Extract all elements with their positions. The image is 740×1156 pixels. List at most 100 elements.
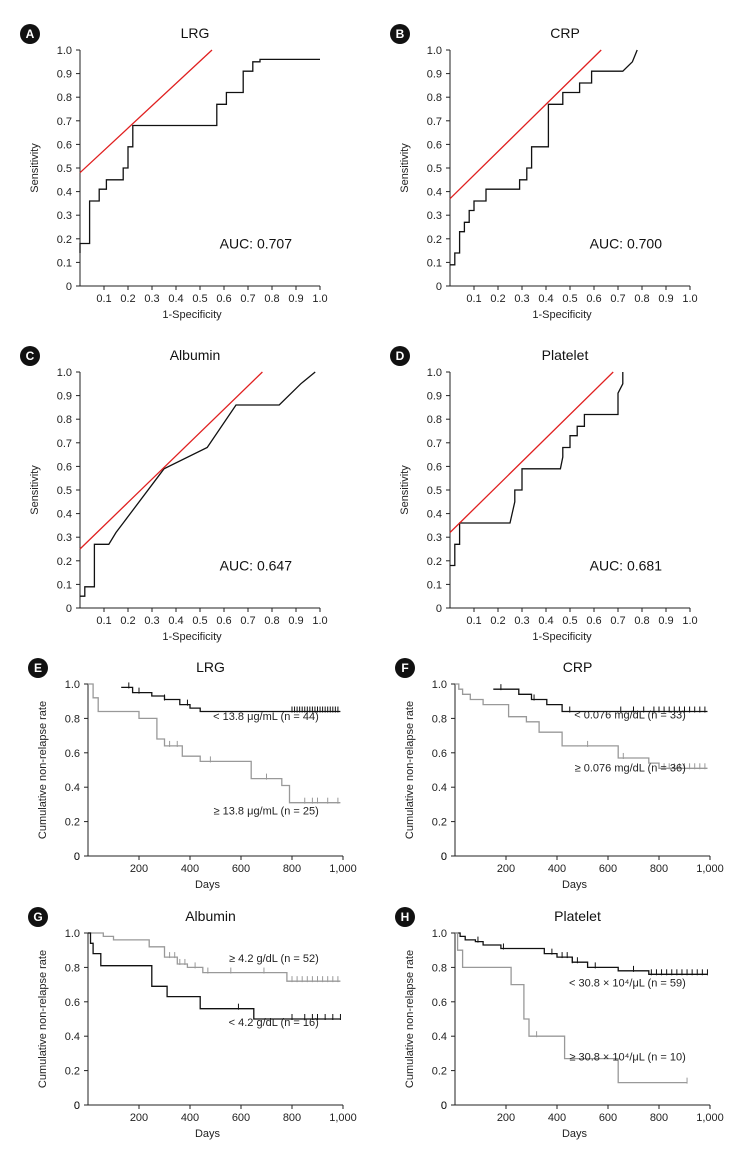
y-tick-label: 0.3 [427,532,442,544]
reference-line [449,49,602,200]
y-tick-label: 0.3 [57,532,72,544]
x-tick-label: 0.8 [264,615,279,627]
auc-annotation: AUC: 0.681 [590,558,663,574]
y-tick-label: 1.0 [427,45,442,57]
group-label: ≥ 13.8 μg/mL (n = 25) [214,806,319,818]
series-line [450,49,638,266]
y-axis-label: Cumulative non-relapse rate [404,701,416,839]
panel-letter: F [401,661,408,675]
y-tick-label: 0.9 [57,69,72,81]
group-label: < 30.8 × 10⁴/μL (n = 59) [569,977,686,989]
panel-title: Platelet [554,908,601,924]
x-tick-label: 0.4 [168,293,183,305]
y-tick-label: 0 [441,1100,447,1112]
series-line [80,371,316,597]
y-tick-label: 0.4 [57,509,72,521]
y-tick-label: 1.0 [427,367,442,379]
y-tick-label: 0.2 [432,817,447,829]
x-axis-label: 1-Specificity [532,309,592,321]
panel-title: CRP [563,659,593,675]
x-axis-label: Days [562,1128,588,1140]
panel-title: LRG [196,659,225,675]
x-axis-label: 1-Specificity [532,631,592,643]
x-tick-label: 400 [548,863,566,875]
x-tick-label: 0.1 [96,293,111,305]
y-tick-label: 0.3 [427,210,442,222]
x-tick-label: 0.5 [562,293,577,305]
x-tick-label: 200 [130,863,148,875]
auc-annotation: AUC: 0.707 [220,236,293,252]
x-tick-label: 400 [548,1112,566,1124]
y-tick-label: 0.8 [65,713,80,725]
x-tick-label: 600 [232,1112,250,1124]
y-tick-label: 0.7 [427,438,442,450]
series-line [493,688,708,713]
y-tick-label: 0 [74,851,80,863]
y-tick-label: 0.5 [57,163,72,175]
x-tick-label: 600 [232,863,250,875]
y-tick-label: 1.0 [57,367,72,379]
y-tick-label: 0.7 [57,116,72,128]
y-tick-label: 0 [74,1100,80,1112]
y-tick-label: 0.8 [427,414,442,426]
y-axis-label: Cumulative non-relapse rate [404,950,416,1088]
panel-letter: H [401,910,410,924]
y-tick-label: 0.2 [65,817,80,829]
y-tick-label: 0.6 [57,461,72,473]
x-tick-label: 0.4 [538,293,553,305]
y-tick-label: 0 [436,281,442,293]
x-tick-label: 0.4 [538,615,553,627]
x-tick-label: 0.7 [610,615,625,627]
y-tick-label: 0.8 [65,962,80,974]
reference-line [79,371,263,550]
panel-letter: C [26,349,35,363]
x-tick-label: 0.8 [634,293,649,305]
x-tick-label: 1,000 [329,863,357,875]
y-tick-label: 0.6 [65,997,80,1009]
x-tick-label: 0.5 [192,293,207,305]
x-tick-label: 0.1 [466,293,481,305]
x-tick-label: 0.7 [240,293,255,305]
panel-title: Albumin [170,347,221,363]
panel-a: A LRG 0 0.1 0.2 0.3 0.4 0.5 0.6 0.7 0.8 0.9 1.0 0.1 0.… [20,24,328,321]
x-tick-label: 200 [497,863,515,875]
y-tick-label: 0.8 [432,962,447,974]
y-tick-label: 0.9 [57,391,72,403]
y-tick-label: 0.2 [57,234,72,246]
series-line [455,683,708,769]
panel-c: C Albumin 0 0.1 0.2 0.3 0.4 0.5 0.6 0.7 0.8 0.9 1.0 0… [20,346,328,643]
y-tick-label: 0.2 [432,1066,447,1078]
x-tick-label: 0.3 [144,293,159,305]
panel-letter: D [396,349,405,363]
panel-h: H Platelet 0 0.2 0.4 0.6 0.8 1.0 200 400 600 800 1,0… [395,907,724,1140]
x-tick-label: 1.0 [682,615,697,627]
x-tick-label: 800 [650,863,668,875]
panel-badge [28,658,48,678]
y-tick-label: 0.4 [65,1031,80,1043]
x-tick-label: 400 [181,863,199,875]
x-tick-label: 600 [599,1112,617,1124]
panel-title: Albumin [185,908,236,924]
y-tick-label: 0.7 [57,438,72,450]
x-tick-label: 1,000 [696,1112,724,1124]
group-label: ≥ 0.076 mg/dL (n = 36) [575,763,686,775]
series-line [450,372,624,567]
x-tick-label: 0.3 [514,293,529,305]
series-line [455,932,687,1084]
y-tick-label: 0.5 [57,485,72,497]
y-tick-label: 0.4 [432,782,447,794]
panel-letter: G [33,910,42,924]
x-tick-label: 0.1 [466,615,481,627]
panel-title: LRG [181,25,210,41]
series-line [121,686,341,713]
y-tick-label: 0.8 [432,713,447,725]
panel-badge [395,658,415,678]
x-tick-label: 0.6 [586,293,601,305]
x-tick-label: 0.4 [168,615,183,627]
x-tick-label: 0.9 [288,615,303,627]
x-axis-label: Days [195,1128,221,1140]
y-tick-label: 1.0 [65,928,80,940]
y-tick-label: 1.0 [57,45,72,57]
panel-title: Platelet [542,347,589,363]
